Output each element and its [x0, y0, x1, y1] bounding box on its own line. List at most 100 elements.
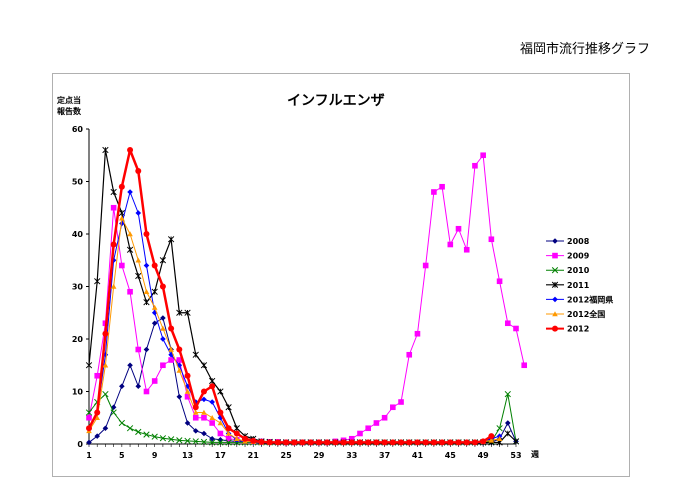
- data-point-2012全国: [176, 367, 183, 373]
- data-point-2012: [291, 439, 298, 446]
- data-point-2011: [143, 299, 150, 306]
- data-point-2012福岡県: [151, 309, 158, 316]
- data-point-2009: [439, 183, 445, 190]
- data-point-2009: [463, 246, 470, 253]
- data-point-2008: [184, 420, 191, 426]
- data-point-2009: [217, 430, 224, 437]
- data-point-2012全国: [119, 215, 125, 221]
- data-point-2012: [118, 183, 125, 190]
- legend-marker-2012全国: [552, 311, 558, 317]
- data-point-2012: [439, 439, 446, 446]
- data-point-2012: [299, 439, 306, 446]
- data-point-2012: [176, 346, 183, 353]
- data-point-2009: [160, 362, 166, 369]
- x-tick-label: 45: [445, 451, 457, 460]
- data-point-2008: [504, 420, 511, 426]
- legend-marker-2008: [552, 238, 558, 244]
- data-point-2009: [151, 378, 158, 384]
- y-tick-label: 10: [72, 388, 84, 397]
- series-line-2011: [88, 149, 517, 444]
- legend-marker-2010: [551, 267, 559, 274]
- data-point-2010: [167, 436, 175, 443]
- data-point-2012全国: [168, 346, 174, 352]
- data-point-2012: [217, 409, 224, 416]
- data-point-2009: [192, 414, 199, 421]
- data-point-2012: [455, 439, 462, 446]
- data-point-2010: [110, 409, 117, 416]
- data-point-2010: [504, 390, 511, 398]
- data-point-2012: [463, 439, 470, 446]
- data-point-2012: [127, 147, 134, 153]
- data-point-2008: [127, 362, 133, 369]
- x-tick-label: 5: [119, 451, 125, 460]
- data-point-2011: [192, 351, 199, 358]
- data-point-2012: [406, 439, 413, 446]
- data-point-2012: [471, 439, 478, 446]
- data-point-2009: [209, 420, 215, 426]
- data-point-2009: [431, 189, 437, 195]
- chart-title: インフルエンザ: [287, 93, 385, 109]
- data-point-2012全国: [184, 388, 191, 394]
- data-point-2011: [85, 362, 93, 369]
- data-point-2012: [250, 437, 257, 444]
- data-point-2012全国: [192, 409, 199, 415]
- data-point-2009: [94, 372, 101, 379]
- data-point-2009: [414, 330, 421, 337]
- data-point-2012全国: [160, 325, 166, 331]
- data-point-2011: [217, 388, 224, 395]
- data-point-2009: [373, 420, 380, 426]
- data-point-2009: [86, 414, 92, 421]
- data-point-2012全国: [143, 288, 150, 294]
- x-tick-label: 41: [412, 451, 424, 460]
- data-point-2012福岡県: [135, 210, 142, 216]
- y-tick-label: 20: [72, 335, 84, 344]
- legend-label-2010: 2010: [567, 266, 590, 275]
- data-point-2012: [242, 435, 249, 442]
- data-point-2009: [422, 262, 429, 269]
- data-point-2010: [184, 437, 191, 445]
- legend-marker-2011: [551, 281, 559, 288]
- y-axis-label-line-2: 報告数: [57, 107, 81, 116]
- data-point-2009: [496, 278, 503, 285]
- page-title: 福岡市流行推移グラフ: [520, 42, 651, 57]
- data-point-2009: [348, 435, 355, 442]
- data-point-2012全国: [151, 304, 158, 310]
- data-point-2009: [357, 430, 363, 437]
- data-point-2009: [504, 320, 511, 327]
- data-point-2012福岡県: [143, 262, 150, 269]
- data-point-2012全国: [225, 430, 232, 436]
- chart-frame: [52, 73, 630, 477]
- y-tick-label: 40: [72, 230, 84, 239]
- data-point-2012全国: [209, 414, 215, 420]
- data-point-2011: [94, 278, 101, 285]
- data-point-2012福岡県: [176, 362, 183, 369]
- data-point-2012: [332, 439, 339, 446]
- x-tick-label: 13: [182, 451, 193, 460]
- legend-label-2009: 2009: [567, 252, 590, 261]
- legend-label-2008: 2008: [567, 237, 590, 246]
- data-point-2012福岡県: [127, 189, 133, 195]
- data-point-2009: [488, 236, 495, 243]
- data-point-2009: [381, 414, 388, 421]
- legend-label-2012: 2012: [567, 325, 589, 334]
- data-point-2012: [266, 439, 273, 446]
- data-point-2011: [225, 404, 232, 411]
- data-point-2012: [373, 439, 380, 446]
- data-point-2008: [209, 435, 215, 442]
- data-point-2012: [258, 438, 265, 445]
- data-point-2008: [217, 437, 224, 443]
- x-tick-label: 29: [313, 451, 325, 460]
- data-point-2009: [176, 357, 183, 363]
- y-tick-label: 30: [72, 283, 84, 292]
- data-point-2012: [168, 325, 175, 332]
- data-point-2011: [209, 377, 216, 385]
- data-point-2012: [200, 388, 207, 395]
- series-line-2009: [88, 154, 525, 443]
- x-tick-label: 53: [510, 451, 521, 460]
- series-line-2012福岡県: [88, 191, 500, 443]
- y-axis-label-line-1: 定点当: [57, 96, 81, 105]
- data-point-2012: [94, 409, 101, 416]
- data-point-2009: [447, 241, 454, 248]
- data-point-2008: [176, 393, 183, 400]
- data-point-2009: [390, 404, 396, 411]
